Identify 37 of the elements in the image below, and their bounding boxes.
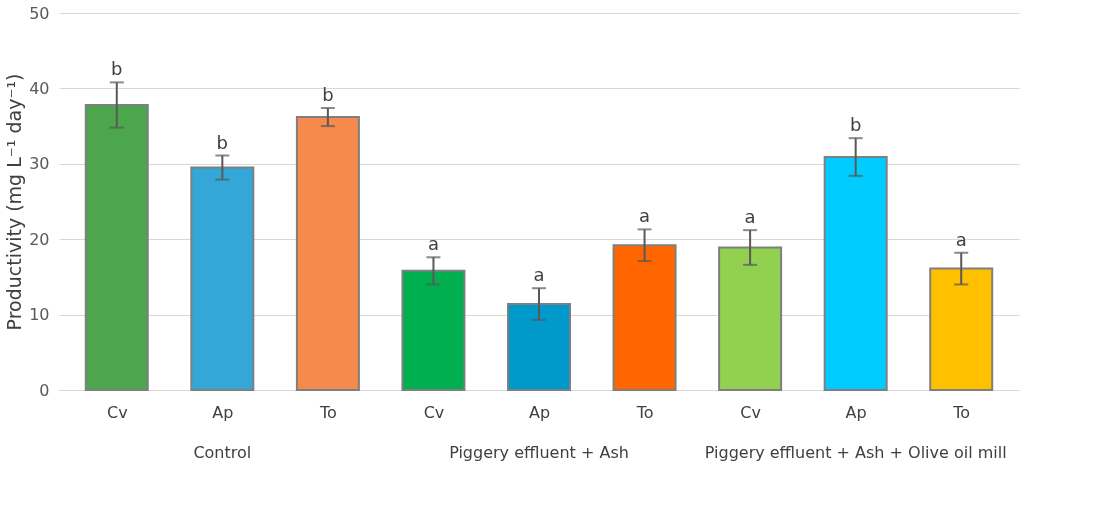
- y-tick-label: 0: [39, 380, 50, 400]
- text: Control: [193, 443, 252, 462]
- x-tick-label: Cv: [740, 402, 761, 422]
- data-label: a: [639, 205, 651, 227]
- data-label: a: [427, 233, 439, 255]
- text: Piggery effluent + Ash + Olive oil mill: [704, 443, 1007, 462]
- x-tick-label: Ap: [845, 402, 867, 422]
- data-label: b: [111, 58, 123, 80]
- x-tick-label: To: [635, 402, 654, 422]
- bar: [401, 269, 466, 391]
- y-axis-title: Productivity (mg L⁻¹ day⁻¹): [3, 73, 26, 331]
- y-tick-label: 40: [29, 78, 50, 98]
- bar: [84, 103, 149, 391]
- data-label: a: [744, 206, 756, 228]
- data-label: b: [322, 84, 334, 105]
- y-tick-label: 50: [29, 3, 50, 23]
- x-tick-label: To: [952, 402, 971, 422]
- bar: [612, 244, 677, 391]
- y-tick-label: 10: [29, 305, 50, 325]
- bar: [823, 156, 888, 391]
- bar: [507, 303, 571, 391]
- data-label: b: [216, 131, 229, 153]
- x-tick-label: Ap: [212, 402, 234, 422]
- y-tick-label: 30: [29, 154, 50, 174]
- x-tick-label: To: [318, 402, 337, 422]
- y-tick-label: 20: [29, 229, 50, 249]
- data-label: a: [955, 228, 967, 250]
- x-tick-label: Cv: [423, 402, 445, 422]
- bar: [190, 166, 255, 391]
- data-label: b: [849, 114, 862, 136]
- data-label: a: [533, 264, 545, 286]
- x-tick-label: Cv: [106, 402, 128, 422]
- bar: [718, 246, 783, 391]
- text: Piggery effluent + Ash: [449, 443, 629, 462]
- bar: [929, 267, 994, 391]
- bar: [295, 116, 360, 391]
- x-tick-label: Ap: [528, 402, 551, 422]
